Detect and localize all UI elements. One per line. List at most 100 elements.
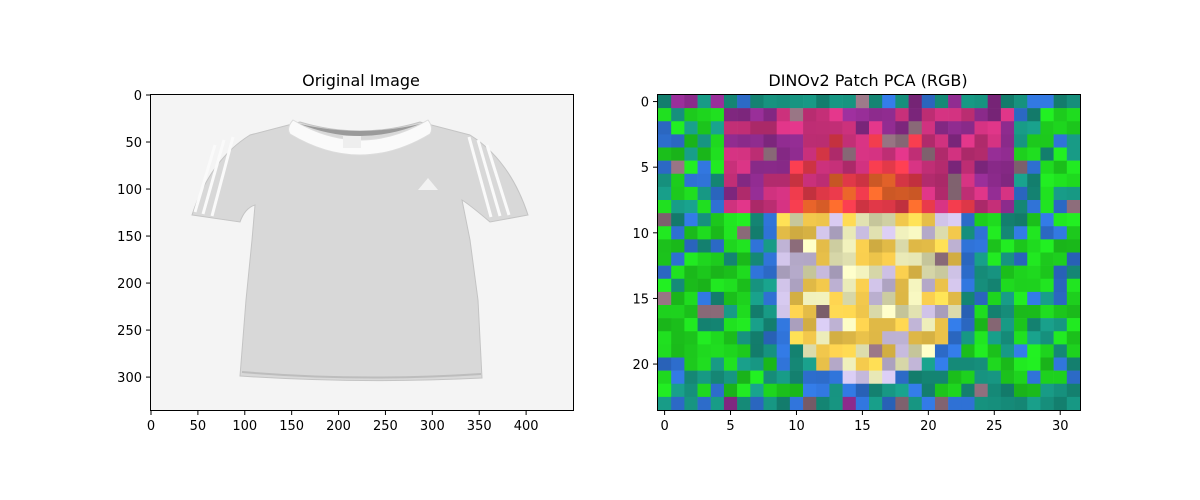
heatmap-cell (1066, 95, 1081, 109)
heatmap-cell (710, 331, 725, 345)
heatmap-cell (882, 318, 896, 332)
heatmap-cell (1053, 344, 1068, 358)
heatmap-cell (684, 121, 698, 135)
heatmap-cell (1066, 173, 1081, 188)
heatmap-cell (1053, 239, 1068, 253)
heatmap-cell (763, 239, 777, 253)
heatmap-cell (816, 121, 830, 135)
heatmap-cell (882, 160, 896, 175)
heatmap-cell (869, 200, 883, 214)
heatmap-cell (882, 186, 896, 201)
heatmap-cell (934, 108, 949, 122)
heatmap-cell (803, 213, 817, 227)
heatmap-cell (934, 200, 949, 214)
heatmap-cell (1014, 200, 1028, 214)
heatmap-cell (750, 344, 764, 358)
heatmap-cell (776, 213, 791, 227)
heatmap-cell (776, 318, 791, 332)
heatmap-cell (776, 108, 791, 122)
heatmap-cell (710, 239, 725, 253)
heatmap-cell (763, 226, 777, 240)
heatmap-cell (1053, 278, 1068, 293)
heatmap-cell (776, 173, 791, 188)
heatmap-cell (987, 173, 1002, 188)
heatmap-cell (908, 370, 923, 385)
heatmap-cell (763, 213, 777, 227)
heatmap-cell (1040, 200, 1054, 214)
heatmap-cell (697, 357, 712, 371)
heatmap-cell (869, 291, 883, 306)
left-x-tick-label: 100 (232, 419, 257, 434)
heatmap-cell (961, 318, 975, 332)
heatmap-cell (671, 95, 685, 109)
heatmap-cell (697, 318, 712, 332)
heatmap-cell (1053, 134, 1068, 148)
heatmap-cell (974, 383, 988, 398)
heatmap-cell (829, 226, 843, 240)
heatmap-cell (987, 318, 1002, 332)
heatmap-cell (1014, 134, 1028, 148)
heatmap-cell (829, 147, 843, 161)
heatmap-cell (789, 213, 804, 227)
heatmap-cell (987, 160, 1002, 175)
heatmap-cell (737, 291, 751, 306)
heatmap-cell (1027, 331, 1041, 345)
heatmap-cell (1053, 291, 1068, 306)
heatmap-cell (1027, 396, 1041, 411)
heatmap-cell (776, 305, 791, 319)
heatmap-cell (750, 318, 764, 332)
heatmap-cell (1014, 344, 1028, 358)
heatmap-cell (803, 160, 817, 175)
heatmap-cell (776, 134, 791, 148)
heatmap-cell (895, 173, 909, 188)
heatmap-cell (987, 252, 1002, 266)
heatmap-cell (869, 95, 883, 109)
heatmap-cell (658, 108, 672, 122)
heatmap-cell (987, 265, 1002, 280)
heatmap-cell (882, 331, 896, 345)
pca-title: DINOv2 Patch PCA (RGB) (768, 71, 967, 90)
heatmap-cell (1027, 252, 1041, 266)
heatmap-cell (750, 252, 764, 266)
heatmap-cell (869, 383, 883, 398)
heatmap-cell (921, 186, 936, 201)
heatmap-cell (737, 370, 751, 385)
heatmap-cell (948, 134, 962, 148)
heatmap-cell (763, 160, 777, 175)
heatmap-cell (816, 278, 830, 293)
heatmap-cell (697, 95, 712, 109)
heatmap-cell (776, 147, 791, 161)
heatmap-cell (723, 278, 738, 293)
logo-mark (418, 178, 438, 190)
heatmap-cell (829, 318, 843, 332)
heatmap-cell (869, 357, 883, 371)
heatmap-cell (816, 305, 830, 319)
heatmap-cell (776, 357, 791, 371)
heatmap-cell (1027, 147, 1041, 161)
heatmap-cell (1053, 252, 1068, 266)
heatmap-cell (684, 147, 698, 161)
heatmap-cell (987, 95, 1002, 109)
heatmap-cell (855, 265, 870, 280)
tshirt-image (151, 95, 573, 410)
heatmap-cell (763, 357, 777, 371)
heatmap-cell (961, 200, 975, 214)
heatmap-cell (671, 200, 685, 214)
heatmap-cell (842, 331, 857, 345)
heatmap-cell (882, 291, 896, 306)
heatmap-cell (671, 252, 685, 266)
heatmap-cell (869, 186, 883, 201)
heatmap-cell (1040, 226, 1054, 240)
heatmap-cell (869, 396, 883, 411)
heatmap-cell (948, 331, 962, 345)
heatmap-cell (987, 396, 1002, 411)
heatmap-cell (710, 186, 725, 201)
heatmap-cell (934, 186, 949, 201)
heatmap-cell (855, 121, 870, 135)
heatmap-cell (671, 108, 685, 122)
heatmap-cell (684, 95, 698, 109)
heatmap-cell (658, 121, 672, 135)
heatmap-cell (697, 134, 712, 148)
heatmap-cell (710, 383, 725, 398)
heatmap-cell (658, 344, 672, 358)
